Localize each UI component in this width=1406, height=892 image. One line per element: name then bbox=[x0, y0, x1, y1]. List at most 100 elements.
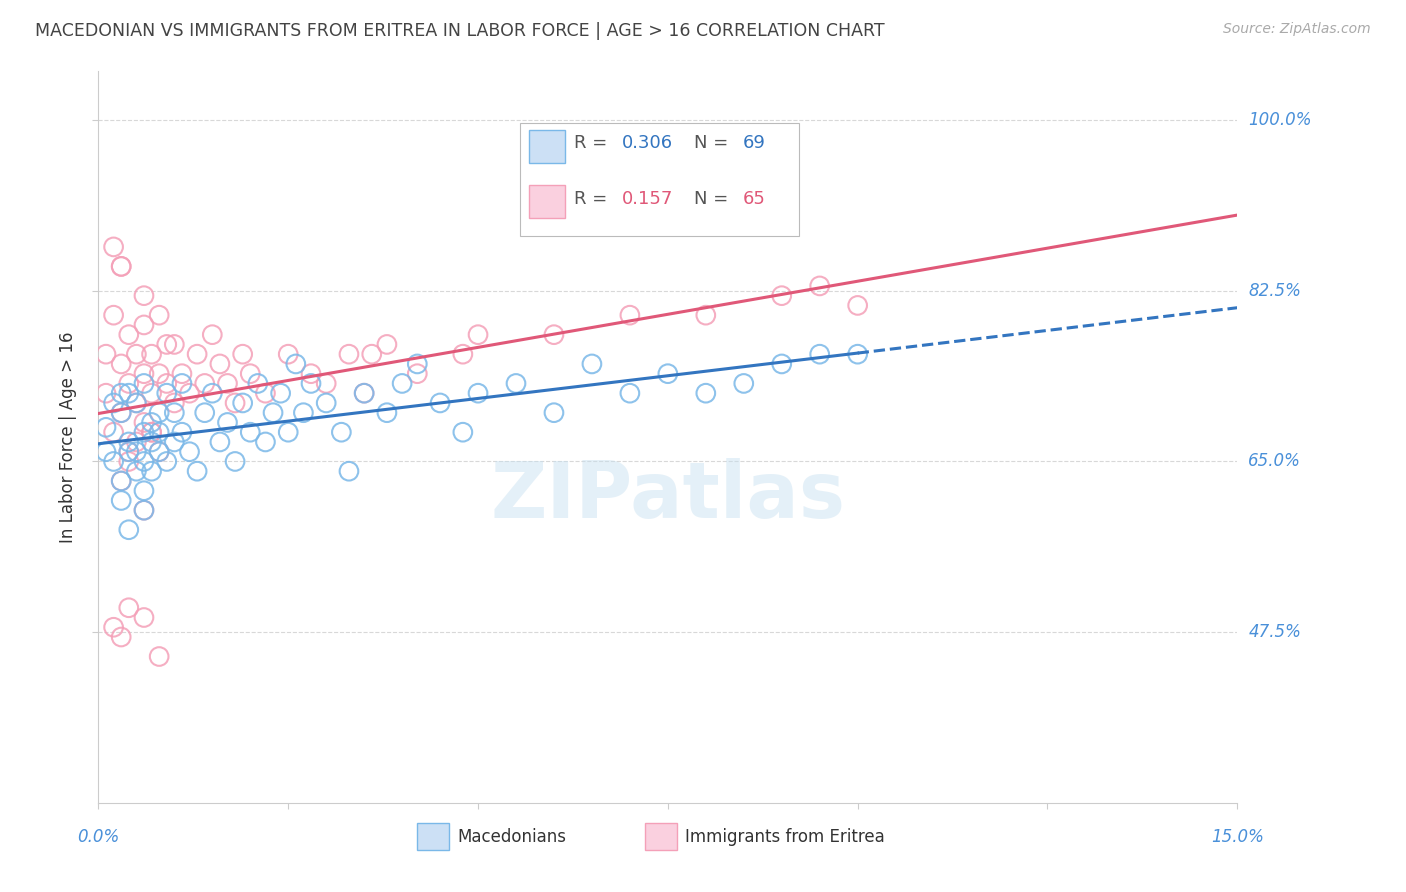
Point bbox=[156, 376, 179, 391]
Point bbox=[224, 454, 246, 468]
Point bbox=[103, 308, 125, 322]
Point bbox=[132, 376, 155, 391]
Point bbox=[163, 406, 186, 420]
Point bbox=[118, 444, 141, 458]
Point bbox=[141, 434, 163, 449]
Point bbox=[110, 386, 132, 401]
Point bbox=[186, 347, 208, 361]
Point bbox=[132, 318, 155, 332]
Point bbox=[110, 474, 132, 488]
Point bbox=[581, 357, 603, 371]
Text: 65.0%: 65.0% bbox=[1249, 452, 1302, 470]
Point bbox=[254, 434, 277, 449]
Point bbox=[148, 649, 170, 664]
Point bbox=[148, 425, 170, 440]
Point bbox=[170, 425, 193, 440]
Point bbox=[186, 464, 208, 478]
Point bbox=[118, 376, 141, 391]
FancyBboxPatch shape bbox=[520, 122, 799, 235]
Text: Source: ZipAtlas.com: Source: ZipAtlas.com bbox=[1223, 22, 1371, 37]
Point bbox=[170, 376, 193, 391]
Point bbox=[208, 434, 231, 449]
Point bbox=[156, 454, 179, 468]
Point bbox=[657, 367, 679, 381]
Text: N =: N = bbox=[695, 134, 734, 152]
Point bbox=[103, 425, 125, 440]
Point bbox=[505, 376, 527, 391]
Point bbox=[125, 434, 148, 449]
Point bbox=[132, 503, 155, 517]
Point bbox=[232, 396, 254, 410]
Text: MACEDONIAN VS IMMIGRANTS FROM ERITREA IN LABOR FORCE | AGE > 16 CORRELATION CHAR: MACEDONIAN VS IMMIGRANTS FROM ERITREA IN… bbox=[35, 22, 884, 40]
Text: Macedonians: Macedonians bbox=[457, 828, 567, 847]
Point bbox=[619, 308, 641, 322]
Point bbox=[194, 376, 217, 391]
Point bbox=[125, 396, 148, 410]
Text: 0.0%: 0.0% bbox=[77, 828, 120, 846]
Point bbox=[132, 610, 155, 624]
Point bbox=[141, 347, 163, 361]
Point bbox=[543, 406, 565, 420]
Point bbox=[141, 416, 163, 430]
Point bbox=[103, 620, 125, 634]
FancyBboxPatch shape bbox=[529, 130, 565, 163]
Text: 100.0%: 100.0% bbox=[1249, 112, 1312, 129]
Point bbox=[179, 444, 201, 458]
Point bbox=[141, 386, 163, 401]
Point bbox=[163, 396, 186, 410]
Point bbox=[695, 308, 717, 322]
Point bbox=[406, 367, 429, 381]
Point bbox=[141, 464, 163, 478]
Point bbox=[330, 425, 353, 440]
Text: R =: R = bbox=[575, 190, 619, 209]
Point bbox=[118, 386, 141, 401]
Point bbox=[132, 503, 155, 517]
Point bbox=[208, 357, 231, 371]
Point bbox=[254, 386, 277, 401]
Point bbox=[118, 327, 141, 342]
Point bbox=[163, 337, 186, 351]
Point bbox=[170, 367, 193, 381]
Point bbox=[353, 386, 375, 401]
Point bbox=[132, 454, 155, 468]
Point bbox=[103, 454, 125, 468]
Text: R =: R = bbox=[575, 134, 613, 152]
Point bbox=[232, 347, 254, 361]
Point bbox=[467, 327, 489, 342]
Text: 69: 69 bbox=[742, 134, 766, 152]
Point bbox=[360, 347, 382, 361]
Point bbox=[132, 416, 155, 430]
Point bbox=[110, 357, 132, 371]
Point bbox=[103, 240, 125, 254]
Point bbox=[429, 396, 451, 410]
Point bbox=[451, 347, 474, 361]
Point bbox=[808, 347, 831, 361]
Point bbox=[770, 288, 793, 302]
Point bbox=[110, 406, 132, 420]
FancyBboxPatch shape bbox=[645, 822, 676, 850]
Point bbox=[148, 444, 170, 458]
Point bbox=[110, 406, 132, 420]
Point bbox=[103, 396, 125, 410]
Point bbox=[148, 406, 170, 420]
Point bbox=[118, 523, 141, 537]
Point bbox=[125, 444, 148, 458]
Point bbox=[163, 434, 186, 449]
Point bbox=[246, 376, 269, 391]
Point bbox=[695, 386, 717, 401]
Point bbox=[201, 327, 224, 342]
Point bbox=[156, 386, 179, 401]
Point bbox=[262, 406, 284, 420]
Point bbox=[94, 386, 117, 401]
Point bbox=[619, 386, 641, 401]
Point bbox=[239, 425, 262, 440]
Point bbox=[94, 444, 117, 458]
Point bbox=[353, 386, 375, 401]
Point bbox=[467, 386, 489, 401]
Point bbox=[543, 327, 565, 342]
Point bbox=[148, 444, 170, 458]
Text: 65: 65 bbox=[742, 190, 766, 209]
Text: 0.157: 0.157 bbox=[623, 190, 673, 209]
Point bbox=[194, 406, 217, 420]
Point bbox=[118, 444, 141, 458]
